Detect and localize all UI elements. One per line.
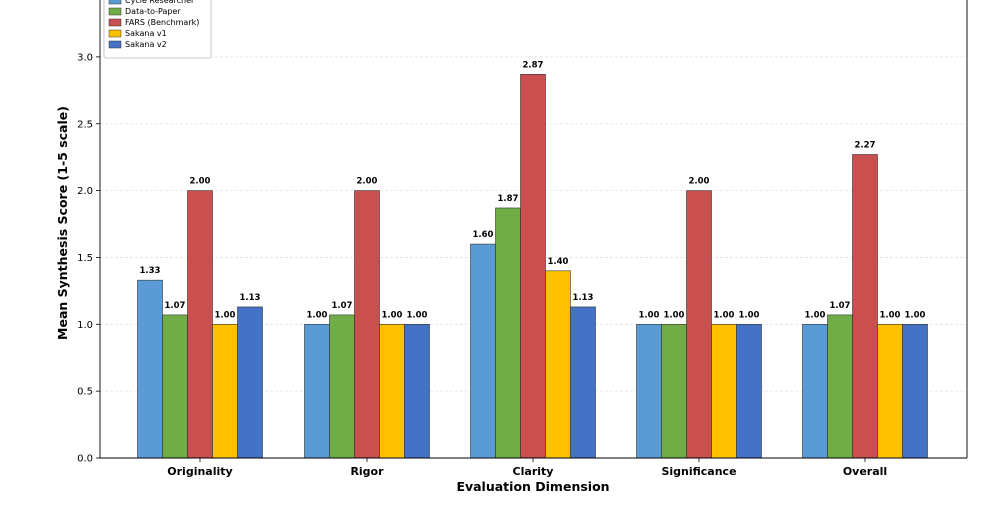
bar: [711, 323, 737, 459]
bar: [636, 323, 662, 459]
bar: [329, 314, 355, 459]
bar: [545, 270, 571, 459]
bar: [686, 190, 712, 459]
data-label: 1.00: [805, 310, 826, 320]
bar: [187, 190, 213, 459]
y-tick-label: 2.0: [77, 186, 93, 197]
legend-swatch: [108, 0, 122, 5]
bar: [827, 314, 853, 459]
data-label: 1.00: [714, 310, 735, 320]
legend-label: Cycle Researcher: [125, 0, 195, 5]
legend-box: [103, 0, 212, 59]
data-label: 1.00: [407, 310, 428, 320]
data-label: 1.07: [830, 301, 851, 311]
x-tick-label: Significance: [661, 465, 736, 478]
bar: [570, 306, 596, 459]
legend-label: Sakana v1: [125, 29, 167, 38]
bar: [495, 207, 521, 459]
x-tick-label: Overall: [843, 465, 887, 478]
bar: [802, 323, 828, 459]
data-label: 1.00: [905, 310, 926, 320]
y-tick-label: 3.0: [77, 52, 93, 63]
data-label: 2.87: [523, 60, 544, 70]
data-label: 1.00: [215, 310, 236, 320]
data-label: 1.87: [498, 194, 519, 204]
legend-label: Sakana v2: [125, 40, 167, 49]
bars: [137, 73, 928, 459]
x-tick-label: Clarity: [513, 465, 554, 478]
value-labels: 1.33 1.07 2.00 1.00 1.13 1.00 1.07 2.00 1.00 1.00…: [140, 60, 926, 320]
bar: [470, 243, 496, 459]
bar: [354, 190, 380, 459]
data-label: 2.27: [855, 141, 876, 151]
bar: [137, 279, 163, 459]
bar: [379, 323, 405, 459]
data-label: 1.33: [140, 266, 161, 276]
bar: [902, 323, 928, 459]
data-label: 1.13: [240, 293, 261, 303]
bar: [852, 154, 878, 459]
bar: [237, 306, 263, 459]
bar: [520, 73, 546, 459]
y-tick-label: 0.0: [77, 454, 93, 465]
bar: [212, 323, 238, 459]
data-label: 1.00: [639, 310, 660, 320]
bar: [736, 323, 762, 459]
legend-swatch: [108, 7, 122, 16]
bar: [404, 323, 430, 459]
y-tick-label: 1.0: [77, 320, 93, 331]
data-label: 1.00: [664, 310, 685, 320]
data-label: 2.00: [689, 177, 710, 187]
bar: [877, 323, 903, 459]
data-label: 1.07: [165, 301, 186, 311]
legend-swatch: [108, 18, 122, 27]
legend-label: Data-to-Paper: [125, 7, 181, 16]
data-label: 1.40: [548, 257, 569, 267]
legend: Cycle Researcher Data-to-Paper FARS (Bench…: [103, 0, 212, 59]
legend-swatch: [108, 29, 122, 38]
legend-swatch: [108, 40, 122, 49]
data-label: 2.00: [190, 177, 211, 187]
bar: [661, 323, 687, 459]
axes: 0.0 0.5 1.0 1.5 2.0 2.5 3.0 Originality Rigor Cla…: [77, 0, 968, 478]
data-label: 1.00: [880, 310, 901, 320]
y-axis-title: Mean Synthesis Score (1-5 scale): [55, 106, 70, 340]
data-label: 1.00: [739, 310, 760, 320]
data-label: 1.60: [473, 230, 494, 240]
bar: [304, 323, 330, 459]
data-label: 1.00: [307, 310, 328, 320]
bar: [162, 314, 188, 459]
data-label: 1.07: [332, 301, 353, 311]
x-tick-label: Rigor: [350, 465, 384, 478]
data-label: 1.00: [382, 310, 403, 320]
x-axis-title: Evaluation Dimension: [456, 479, 609, 494]
data-label: 1.13: [573, 293, 594, 303]
y-tick-label: 0.5: [77, 387, 93, 398]
legend-label: FARS (Benchmark): [125, 18, 199, 27]
y-tick-label: 1.5: [77, 253, 93, 264]
y-tick-label: 2.5: [77, 119, 93, 130]
data-label: 2.00: [357, 177, 378, 187]
x-tick-label: Originality: [167, 465, 232, 478]
